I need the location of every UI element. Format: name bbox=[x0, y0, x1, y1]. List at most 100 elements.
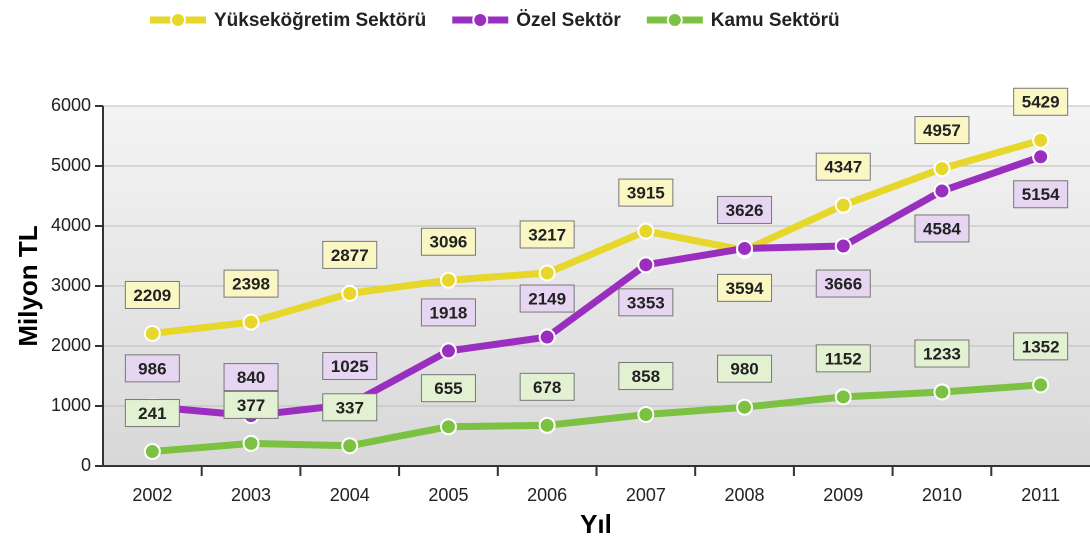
data-label: 840 bbox=[237, 368, 265, 387]
label-box bbox=[420, 298, 476, 327]
data-label: 980 bbox=[730, 360, 758, 379]
x-tick-label: 2003 bbox=[231, 485, 271, 505]
data-label: 4957 bbox=[923, 121, 961, 140]
label-box bbox=[223, 269, 279, 298]
label-box bbox=[815, 344, 871, 373]
label-box bbox=[519, 284, 575, 313]
label-box bbox=[124, 280, 180, 309]
label-box bbox=[223, 390, 279, 419]
point bbox=[341, 284, 359, 302]
point bbox=[637, 256, 655, 274]
x-tick-label: 2002 bbox=[132, 485, 172, 505]
label-box bbox=[519, 372, 575, 401]
data-label: 986 bbox=[138, 359, 166, 378]
label-box bbox=[618, 178, 674, 207]
label-box bbox=[420, 374, 476, 403]
point bbox=[538, 328, 556, 346]
x-tick-label: 2005 bbox=[428, 485, 468, 505]
data-label: 3594 bbox=[726, 279, 764, 298]
label-box bbox=[124, 399, 180, 428]
label-box bbox=[1013, 332, 1069, 361]
y-tick-label: 1000 bbox=[51, 395, 91, 415]
point bbox=[933, 182, 951, 200]
data-label: 4347 bbox=[824, 158, 862, 177]
data-label: 678 bbox=[533, 378, 561, 397]
point bbox=[736, 239, 754, 257]
point bbox=[242, 313, 260, 331]
data-label: 337 bbox=[336, 398, 364, 417]
point bbox=[143, 324, 161, 342]
data-label: 5154 bbox=[1022, 185, 1060, 204]
data-label: 1233 bbox=[923, 345, 961, 364]
data-label: 3217 bbox=[528, 225, 566, 244]
label-box bbox=[1013, 87, 1069, 116]
label-box bbox=[124, 354, 180, 383]
label-box bbox=[717, 195, 773, 224]
x-tick-label: 2006 bbox=[527, 485, 567, 505]
x-tick-label: 2009 bbox=[823, 485, 863, 505]
x-tick-label: 2011 bbox=[1021, 485, 1060, 505]
x-tick-label: 2008 bbox=[725, 485, 765, 505]
data-label: 1352 bbox=[1022, 337, 1060, 356]
data-label: 1152 bbox=[825, 349, 862, 368]
point bbox=[439, 418, 457, 436]
label-box bbox=[420, 227, 476, 256]
data-label: 5429 bbox=[1022, 93, 1060, 112]
data-label: 4584 bbox=[923, 219, 961, 238]
x-axis-title: Yıl bbox=[580, 509, 612, 539]
data-label: 377 bbox=[237, 396, 265, 415]
label-box bbox=[1013, 180, 1069, 209]
y-tick-label: 2000 bbox=[51, 335, 91, 355]
point bbox=[341, 437, 359, 455]
point bbox=[439, 342, 457, 360]
x-tick-label: 2010 bbox=[922, 485, 962, 505]
legend-marker bbox=[666, 12, 683, 28]
data-label: 1025 bbox=[331, 357, 369, 376]
data-label: 2877 bbox=[331, 246, 369, 265]
data-label: 2398 bbox=[232, 275, 270, 294]
legend-label: Kamu Sektörü bbox=[711, 10, 840, 31]
y-tick-label: 0 bbox=[81, 455, 91, 475]
y-tick-label: 3000 bbox=[51, 275, 91, 295]
legend-marker bbox=[472, 12, 489, 28]
x-tick-label: 2004 bbox=[330, 485, 370, 505]
data-label: 858 bbox=[632, 367, 660, 386]
data-label: 3626 bbox=[726, 201, 764, 220]
data-label: 3666 bbox=[824, 275, 862, 294]
point bbox=[834, 388, 852, 406]
label-box bbox=[717, 354, 773, 383]
label-box bbox=[815, 152, 871, 181]
label-box bbox=[322, 240, 378, 269]
label-box bbox=[519, 220, 575, 249]
series-line bbox=[151, 136, 1042, 337]
point bbox=[1032, 131, 1050, 149]
label-box bbox=[914, 116, 970, 145]
label-box bbox=[223, 363, 279, 392]
data-label: 3096 bbox=[430, 233, 468, 252]
y-axis-title: Milyon TL bbox=[13, 225, 43, 346]
legend-label: Özel Sektör bbox=[516, 10, 621, 31]
point bbox=[1032, 148, 1050, 166]
point bbox=[1032, 376, 1050, 394]
point bbox=[834, 237, 852, 255]
label-box bbox=[914, 339, 970, 368]
point bbox=[637, 222, 655, 240]
y-tick-label: 5000 bbox=[51, 155, 91, 175]
data-label: 655 bbox=[434, 379, 462, 398]
y-tick-label: 6000 bbox=[51, 95, 91, 115]
label-box bbox=[618, 362, 674, 391]
legend: Yükseköğretim Sektörü Özel Sektör Kamu Sek… bbox=[150, 10, 840, 31]
point bbox=[933, 160, 951, 178]
data-label: 1918 bbox=[430, 303, 468, 322]
point bbox=[637, 406, 655, 424]
data-label: 3915 bbox=[627, 184, 665, 203]
point bbox=[242, 434, 260, 452]
data-label: 3353 bbox=[627, 293, 665, 312]
label-box bbox=[322, 352, 378, 380]
data-label: 241 bbox=[138, 404, 166, 423]
series-line bbox=[152, 153, 1042, 420]
label-box bbox=[815, 269, 871, 298]
data-label: 2149 bbox=[528, 290, 566, 309]
point bbox=[439, 271, 457, 289]
